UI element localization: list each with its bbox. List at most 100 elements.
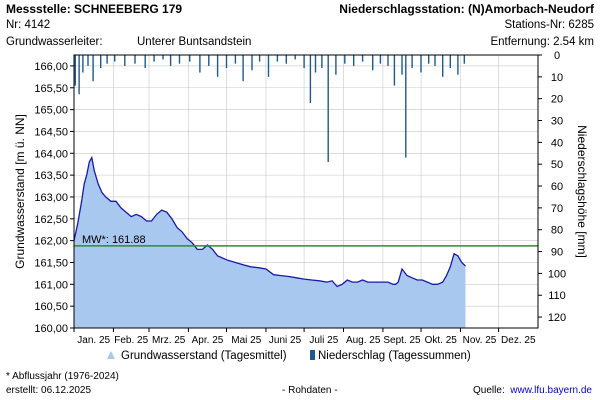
precipitation-bar: [411, 55, 413, 69]
precipitation-bar: [321, 55, 323, 69]
y-tick-label: 164,00: [34, 148, 68, 160]
precipitation-bar: [420, 55, 422, 73]
precipitation-bar: [463, 55, 465, 64]
precipitation-bar: [178, 55, 181, 64]
precipitation-bar: [314, 55, 317, 73]
source: Quelle: www.lfu.bayern.de: [473, 386, 592, 396]
precipitation-bar: [100, 55, 102, 69]
x-tick-label: Feb. 25: [114, 335, 148, 346]
x-axis-ticks: Jan. 25 Feb. 25 Mrz. 25 Apr. 25 Mai 25 Juni 2…: [73, 328, 536, 346]
y2-tick-label: 30: [551, 116, 563, 128]
precipitation-bar: [379, 55, 382, 64]
precipitation-bar: [114, 55, 116, 62]
precipitation-bar: [405, 55, 407, 158]
precipitation-bar: [327, 55, 329, 162]
y2-tick-label: 80: [551, 225, 563, 237]
y-tick-label: 160,00: [34, 323, 68, 335]
precipitation-bar: [225, 55, 228, 69]
precipitation-bar: [361, 55, 364, 62]
left-axis-ticks: 160,00 160,50 161,00 161,50 162,00 162,50 163,…: [34, 61, 74, 335]
legend-groundwater-label: Grundwasserstand (Tagesmittel): [121, 350, 287, 362]
precipitation-bar: [258, 55, 261, 62]
precip-distance: Entfernung: 2.54 km: [490, 36, 594, 48]
precipitation-bar: [199, 55, 201, 73]
y-tick-label: 164,50: [34, 126, 68, 138]
precipitation-bar: [153, 55, 155, 62]
x-tick-label: Juli 25: [309, 335, 338, 346]
precipitation-bar: [428, 55, 430, 64]
precipitation-bar: [387, 55, 389, 66]
precipitation-bar: [124, 55, 126, 66]
right-axis-ticks: 0 10 20 30 40 50 60 70 80 90 100 110 120: [538, 50, 566, 324]
precipitation-bar: [106, 55, 108, 64]
y2-tick-label: 10: [551, 72, 563, 84]
y-tick-label: 166,00: [34, 61, 68, 73]
y2-tick-label: 40: [551, 137, 563, 149]
precipitation-bar: [309, 55, 312, 103]
created-date: erstellt: 06.12.2025: [6, 385, 92, 396]
precipitation-bar: [134, 55, 136, 64]
legend-area-swatch: [107, 351, 115, 359]
precipitation-bar: [303, 55, 305, 69]
y2-tick-label: 70: [551, 203, 563, 215]
y-tick-label: 162,00: [34, 236, 68, 248]
legend-precip-swatch: [310, 350, 315, 360]
precipitation-bar: [353, 55, 355, 66]
precipitation-bar: [344, 55, 346, 64]
source-link[interactable]: www.lfu.bayern.de: [510, 385, 592, 396]
y2-tick-label: 100: [548, 268, 566, 280]
station-number: Nr: 4142: [6, 19, 51, 31]
x-tick-label: Jan. 25: [77, 335, 110, 346]
precipitation-bar: [92, 55, 94, 82]
y2-tick-label: 110: [548, 290, 566, 302]
y-tick-label: 165,50: [34, 83, 68, 95]
legend-precip-label: Niederschlag (Tagessummen): [318, 350, 471, 362]
precipitation-bar: [457, 55, 459, 75]
x-tick-label: Juni 25: [269, 335, 302, 346]
groundwater-line: [73, 155, 466, 288]
y-tick-label: 165,00: [34, 105, 68, 117]
precip-station-number: Stations-Nr: 6285: [504, 19, 595, 31]
x-tick-label: Nov. 25: [463, 335, 497, 346]
x-tick-label: Mai 25: [231, 335, 261, 346]
precipitation-bar: [169, 55, 172, 66]
x-tick-label: Apr. 25: [192, 335, 224, 346]
source-label: Quelle:: [473, 385, 505, 396]
precipitation-bar: [87, 55, 89, 66]
precipitation-bar: [144, 55, 146, 69]
precipitation-bar: [267, 55, 270, 77]
precipitation-bar: [442, 55, 444, 77]
precipitation-bar: [372, 55, 374, 71]
y2-tick-label: 60: [551, 181, 563, 193]
station-title: Messstelle: SCHNEEBERG 179: [6, 2, 183, 16]
precipitation-bar: [74, 55, 76, 86]
y2-tick-label: 0: [554, 50, 560, 62]
precipitation-bar: [82, 55, 84, 73]
precipitation-bar: [189, 55, 191, 62]
y-tick-label: 162,50: [34, 214, 68, 226]
x-tick-label: Mrz. 25: [152, 335, 186, 346]
y2-axis-label: Niederschlagshöhe [mm]: [575, 125, 589, 258]
precipitation-bar: [251, 55, 253, 71]
y-tick-label: 163,50: [34, 170, 68, 182]
precipitation-bar: [434, 55, 436, 66]
y-tick-label: 161,50: [34, 257, 68, 269]
groundwater-area-layer: [73, 155, 466, 328]
y2-tick-label: 120: [548, 312, 566, 324]
precipitation-bar: [449, 55, 451, 69]
precipitation-bar: [216, 55, 219, 77]
precipitation-bar: [401, 55, 403, 75]
precipitation-bar: [78, 55, 80, 95]
mean-value-label: MW*: 161.88: [82, 234, 146, 246]
chart-legend: Grundwasserstand (Tagesmittel) Niederschl…: [107, 350, 471, 362]
y-tick-label: 161,00: [34, 279, 68, 291]
y2-tick-label: 90: [551, 247, 563, 259]
plot-border: [73, 54, 539, 329]
precipitation-bar: [285, 55, 287, 64]
groundwater-area: [74, 157, 466, 328]
plot-frame: [73, 54, 539, 329]
precipitation-bar: [208, 55, 210, 66]
precipitation-bar: [294, 55, 296, 60]
precipitation-bar: [335, 55, 337, 75]
